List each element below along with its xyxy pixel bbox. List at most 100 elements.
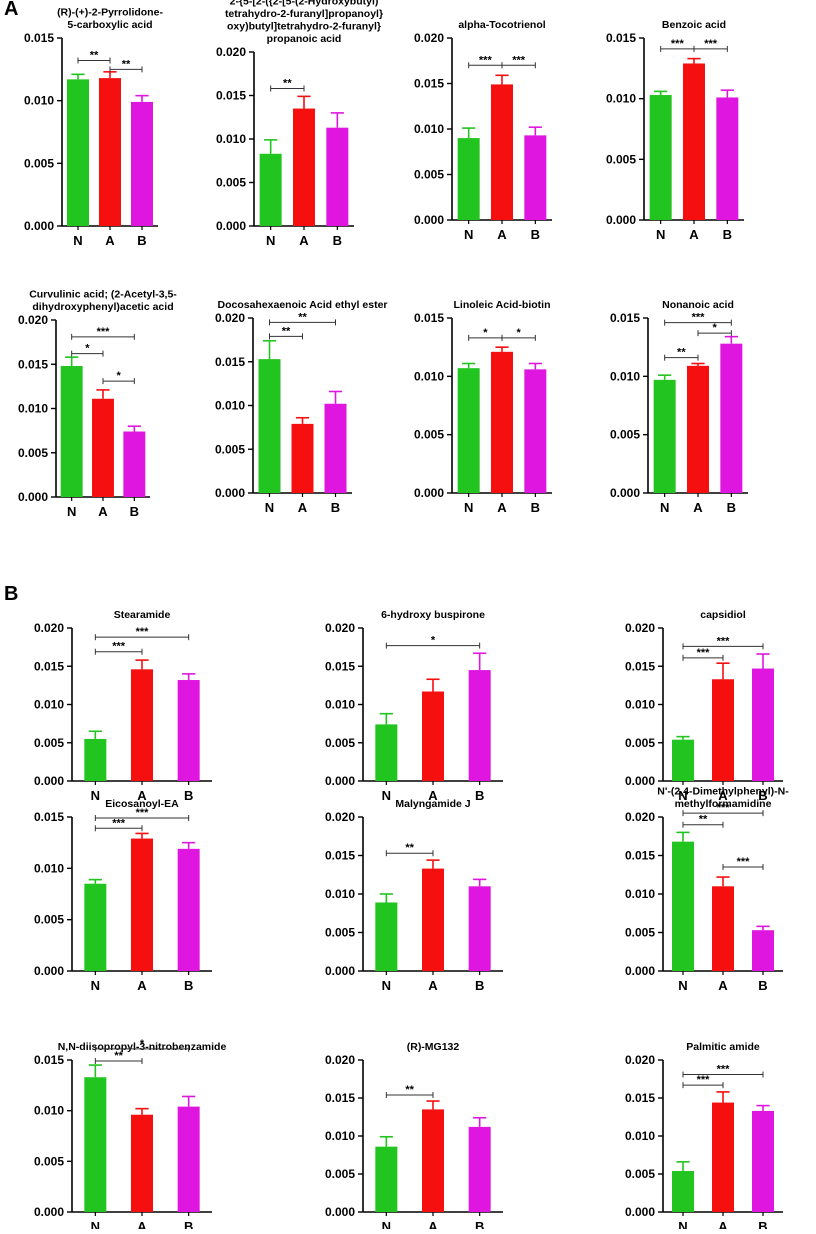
x-tick-label: A <box>497 500 507 515</box>
y-tick-label: 0.010 <box>325 887 355 901</box>
chart-17: Palmitic amide 0.000 0.005 0.010 0.015 0.020 N… <box>625 1041 783 1234</box>
x-tick-label: A <box>718 1219 728 1229</box>
y-tick-label: 0.005 <box>414 168 444 182</box>
bar-A <box>92 398 114 497</box>
y-tick-label: 0.015 <box>18 357 48 371</box>
y-tick-label: 0.015 <box>325 849 355 863</box>
x-tick-label: A <box>137 978 147 993</box>
x-tick-label: N <box>266 233 275 248</box>
y-tick-label: 0.010 <box>625 698 655 712</box>
x-tick-label: B <box>758 1219 767 1229</box>
chart-1: (R)-(+)-2-Pyrrolidone-5-carboxylic acid 0… <box>24 7 163 249</box>
bar-A <box>291 423 314 493</box>
bar-N <box>649 95 672 220</box>
y-tick-label: 0.005 <box>325 736 355 750</box>
bar-A <box>491 351 513 493</box>
x-tick-label: B <box>333 233 342 248</box>
y-tick-label: 0.020 <box>625 621 655 635</box>
chart-title: Palmitic amide <box>686 1041 760 1053</box>
bar-N <box>258 359 281 493</box>
bar-N <box>457 138 480 220</box>
y-tick-label: 0.000 <box>325 1205 355 1219</box>
significance-label: *** <box>479 54 493 66</box>
bar-B <box>177 1106 200 1212</box>
x-tick-label: A <box>689 227 699 242</box>
x-tick-label: A <box>718 978 728 993</box>
x-tick-label: B <box>727 500 736 515</box>
significance-label: *** <box>112 641 126 653</box>
chart-4: Benzoic acid 0.000 0.005 0.010 0.015 N A B *** **… <box>606 19 744 242</box>
x-tick-label: A <box>718 788 728 803</box>
chart-title: Docosahexaenoic Acid ethyl ester <box>217 299 387 311</box>
significance-label: ** <box>405 1084 414 1096</box>
bar-N <box>672 739 694 781</box>
y-tick-label: 0.005 <box>325 926 355 940</box>
bar-B <box>752 930 774 971</box>
x-tick-label: B <box>137 233 146 248</box>
significance-label: *** <box>697 1074 711 1086</box>
bar-B <box>752 1110 774 1212</box>
bar-B <box>468 886 491 971</box>
bar-N <box>653 379 676 493</box>
x-tick-label: N <box>464 227 473 242</box>
bar-B <box>468 1126 491 1212</box>
bar-A <box>687 365 709 493</box>
y-tick-label: 0.010 <box>34 861 64 875</box>
x-tick-label: N <box>91 788 100 803</box>
x-tick-label: N <box>67 504 76 519</box>
significance-label: * <box>85 343 90 355</box>
y-tick-label: 0.015 <box>215 355 245 369</box>
y-tick-label: 0.005 <box>216 176 246 190</box>
bar-A <box>422 691 444 781</box>
y-tick-label: 0.015 <box>34 1053 64 1067</box>
bar-N <box>84 883 107 971</box>
y-tick-label: 0.010 <box>625 887 655 901</box>
bar-A <box>712 679 734 781</box>
y-tick-label: 0.015 <box>625 1091 655 1105</box>
y-tick-label: 0.010 <box>325 698 355 712</box>
chart-12: Eicosanoyl-EA 0.000 0.005 0.010 0.015 N A B *** *… <box>34 798 212 993</box>
significance-label: *** <box>717 635 731 647</box>
significance-label: *** <box>704 38 718 50</box>
y-tick-label: 0.015 <box>606 31 636 45</box>
y-tick-label: 0.015 <box>610 311 640 325</box>
significance-label: * <box>140 1038 145 1050</box>
chart-title: Curvulinic acid; (2-Acetyl-3,5- <box>29 289 177 301</box>
bar-B <box>177 680 200 781</box>
chart-title: N'-(2,4-Dimethylphenyl)-N- <box>657 786 789 798</box>
bar-B <box>177 848 200 971</box>
x-tick-label: B <box>475 788 484 803</box>
x-tick-label: B <box>130 504 139 519</box>
significance-label: * <box>117 370 122 382</box>
bar-A <box>683 63 705 221</box>
y-tick-label: 0.010 <box>34 698 64 712</box>
y-tick-label: 0.000 <box>325 774 355 788</box>
y-tick-label: 0.020 <box>18 313 48 327</box>
bar-N <box>672 1170 694 1212</box>
significance-label: ** <box>122 58 131 70</box>
y-tick-label: 0.000 <box>325 964 355 978</box>
bar-B <box>524 369 547 493</box>
y-tick-label: 0.015 <box>325 659 355 673</box>
y-tick-label: 0.020 <box>325 810 355 824</box>
bar-B <box>123 431 146 497</box>
x-tick-label: A <box>105 233 115 248</box>
bar-A <box>422 1109 444 1212</box>
x-tick-label: N <box>91 978 100 993</box>
bar-B <box>468 670 491 781</box>
y-tick-label: 0.005 <box>606 152 636 166</box>
bar-N <box>375 1146 398 1212</box>
bar-A <box>131 1114 153 1212</box>
x-tick-label: N <box>382 978 391 993</box>
y-tick-label: 0.010 <box>625 1129 655 1143</box>
significance-label: *** <box>671 38 685 50</box>
bar-B <box>131 101 153 226</box>
chart-title: oxy)butyl]tetrahydro-2-furanyl} <box>227 21 381 33</box>
y-tick-label: 0.000 <box>414 213 444 227</box>
bar-A <box>131 669 153 781</box>
y-tick-label: 0.000 <box>18 490 48 504</box>
y-tick-label: 0.005 <box>34 736 64 750</box>
significance-label: *** <box>112 817 126 829</box>
bar-A <box>293 108 315 226</box>
significance-label: *** <box>697 647 711 659</box>
